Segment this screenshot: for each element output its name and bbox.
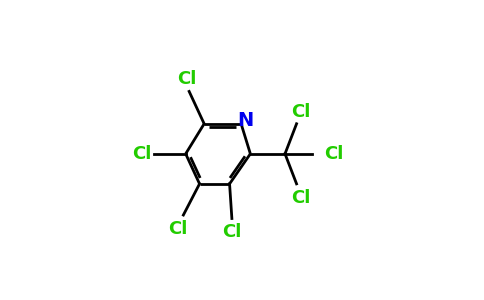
Text: Cl: Cl [291, 189, 311, 207]
Text: Cl: Cl [168, 220, 187, 238]
Text: Cl: Cl [324, 145, 344, 163]
Text: Cl: Cl [222, 223, 242, 241]
Text: Cl: Cl [177, 70, 197, 88]
Text: Cl: Cl [132, 145, 151, 163]
Text: N: N [237, 111, 254, 130]
Text: Cl: Cl [291, 103, 311, 121]
